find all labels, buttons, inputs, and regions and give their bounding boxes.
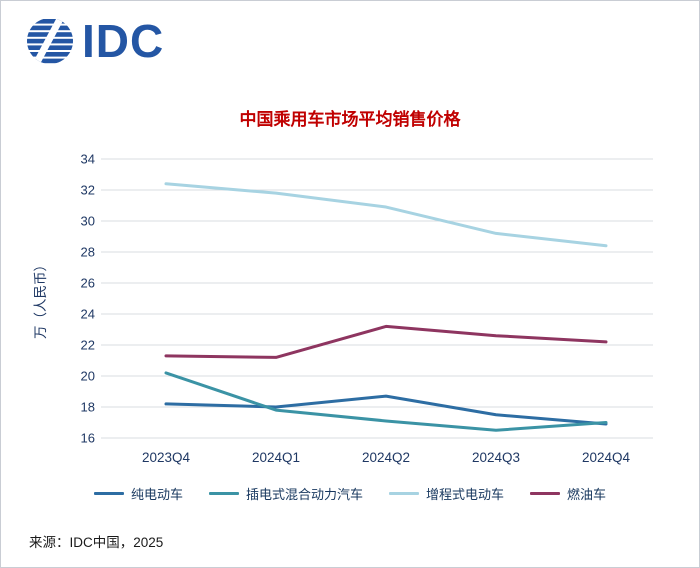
legend-swatch xyxy=(389,492,419,495)
legend-label: 增程式电动车 xyxy=(426,487,505,502)
y-tick-label: 18 xyxy=(81,400,95,415)
y-tick-label: 32 xyxy=(81,183,95,198)
legend-label: 燃油车 xyxy=(567,487,607,502)
y-tick-label: 20 xyxy=(81,369,95,384)
y-axis-title: 万（人民币） xyxy=(33,258,48,339)
y-tick-label: 24 xyxy=(81,307,95,322)
idc-logo: IDC xyxy=(25,15,164,67)
idc-globe-icon xyxy=(27,18,73,64)
series-line xyxy=(164,182,608,248)
y-tick-label: 28 xyxy=(81,245,95,260)
x-tick-label: 2024Q3 xyxy=(472,450,520,465)
chart-title: 中国乘用车市场平均销售价格 xyxy=(239,110,461,129)
legend-label: 纯电动车 xyxy=(130,487,183,502)
legend-swatch xyxy=(530,492,561,495)
x-tick-label: 2024Q4 xyxy=(582,450,631,465)
line-chart: 16 18 20 22 24 26 28 30 32 34 2023Q4 2024Q1 2024Q2 20… xyxy=(33,152,653,465)
legend-item-1: 插电式混合动力汽车 xyxy=(208,484,363,503)
legend-item-2: 增程式电动车 xyxy=(389,484,504,503)
y-tick-label: 30 xyxy=(81,214,95,229)
legend: 纯电动车 插电式混合动力汽车 增程式电动车 燃油车 xyxy=(1,484,699,503)
legend-swatch xyxy=(208,492,239,495)
legend-label: 插电式混合动力汽车 xyxy=(245,487,363,502)
legend-item-0: 纯电动车 xyxy=(93,484,183,503)
legend-swatch xyxy=(93,492,124,495)
x-tick-label: 2024Q2 xyxy=(362,450,410,465)
y-tick-label: 22 xyxy=(81,338,95,353)
series-line xyxy=(164,371,608,432)
y-tick-label: 34 xyxy=(81,152,95,167)
source-note: 来源：IDC中国，2025 xyxy=(29,535,164,550)
y-tick-label: 26 xyxy=(81,276,95,291)
legend-item-3: 燃油车 xyxy=(530,484,606,503)
idc-logo-text: IDC xyxy=(82,15,165,67)
x-tick-label: 2023Q4 xyxy=(142,450,191,465)
series-line xyxy=(164,324,608,359)
x-tick-label: 2024Q1 xyxy=(252,450,300,465)
series-line xyxy=(164,394,608,426)
y-tick-label: 16 xyxy=(81,431,95,446)
